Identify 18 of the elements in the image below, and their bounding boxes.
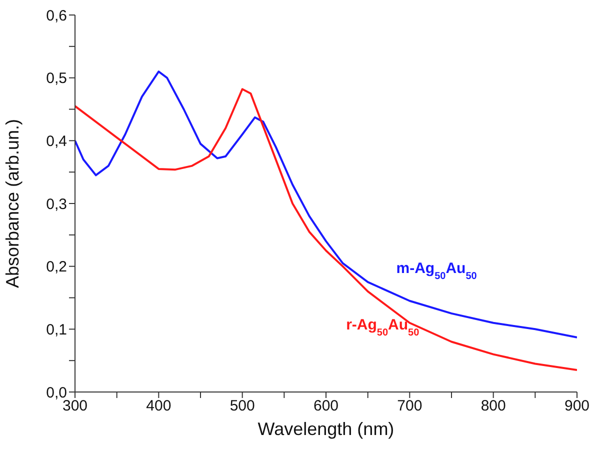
y-tick-label: 0,5 <box>46 70 67 88</box>
x-tick-label: 800 <box>480 398 506 415</box>
line-series <box>75 70 577 338</box>
y-tick-label: 0,2 <box>46 258 67 276</box>
series-label: r-Ag$_{50}$Au$_{50}$ <box>346 316 420 338</box>
x-tick-label: 700 <box>397 398 422 415</box>
x-axis-title: Wavelength (nm) <box>258 419 394 439</box>
x-tick-label: 400 <box>146 398 172 415</box>
x-tick-label: 600 <box>313 398 339 415</box>
y-tick-label: 0,1 <box>46 321 67 338</box>
line-series <box>75 88 577 372</box>
x-tick-label: 900 <box>564 398 590 415</box>
y-tick-label: 0,3 <box>46 196 67 213</box>
series-label: m-Ag$_{50}$Au$_{50}$ <box>396 260 478 282</box>
y-tick-label: 0,6 <box>46 7 67 24</box>
x-tick-label: 500 <box>230 398 255 415</box>
y-tick-label: 0,4 <box>46 132 67 150</box>
y-axis-title: Absorbance (arb.un.) <box>2 118 22 288</box>
